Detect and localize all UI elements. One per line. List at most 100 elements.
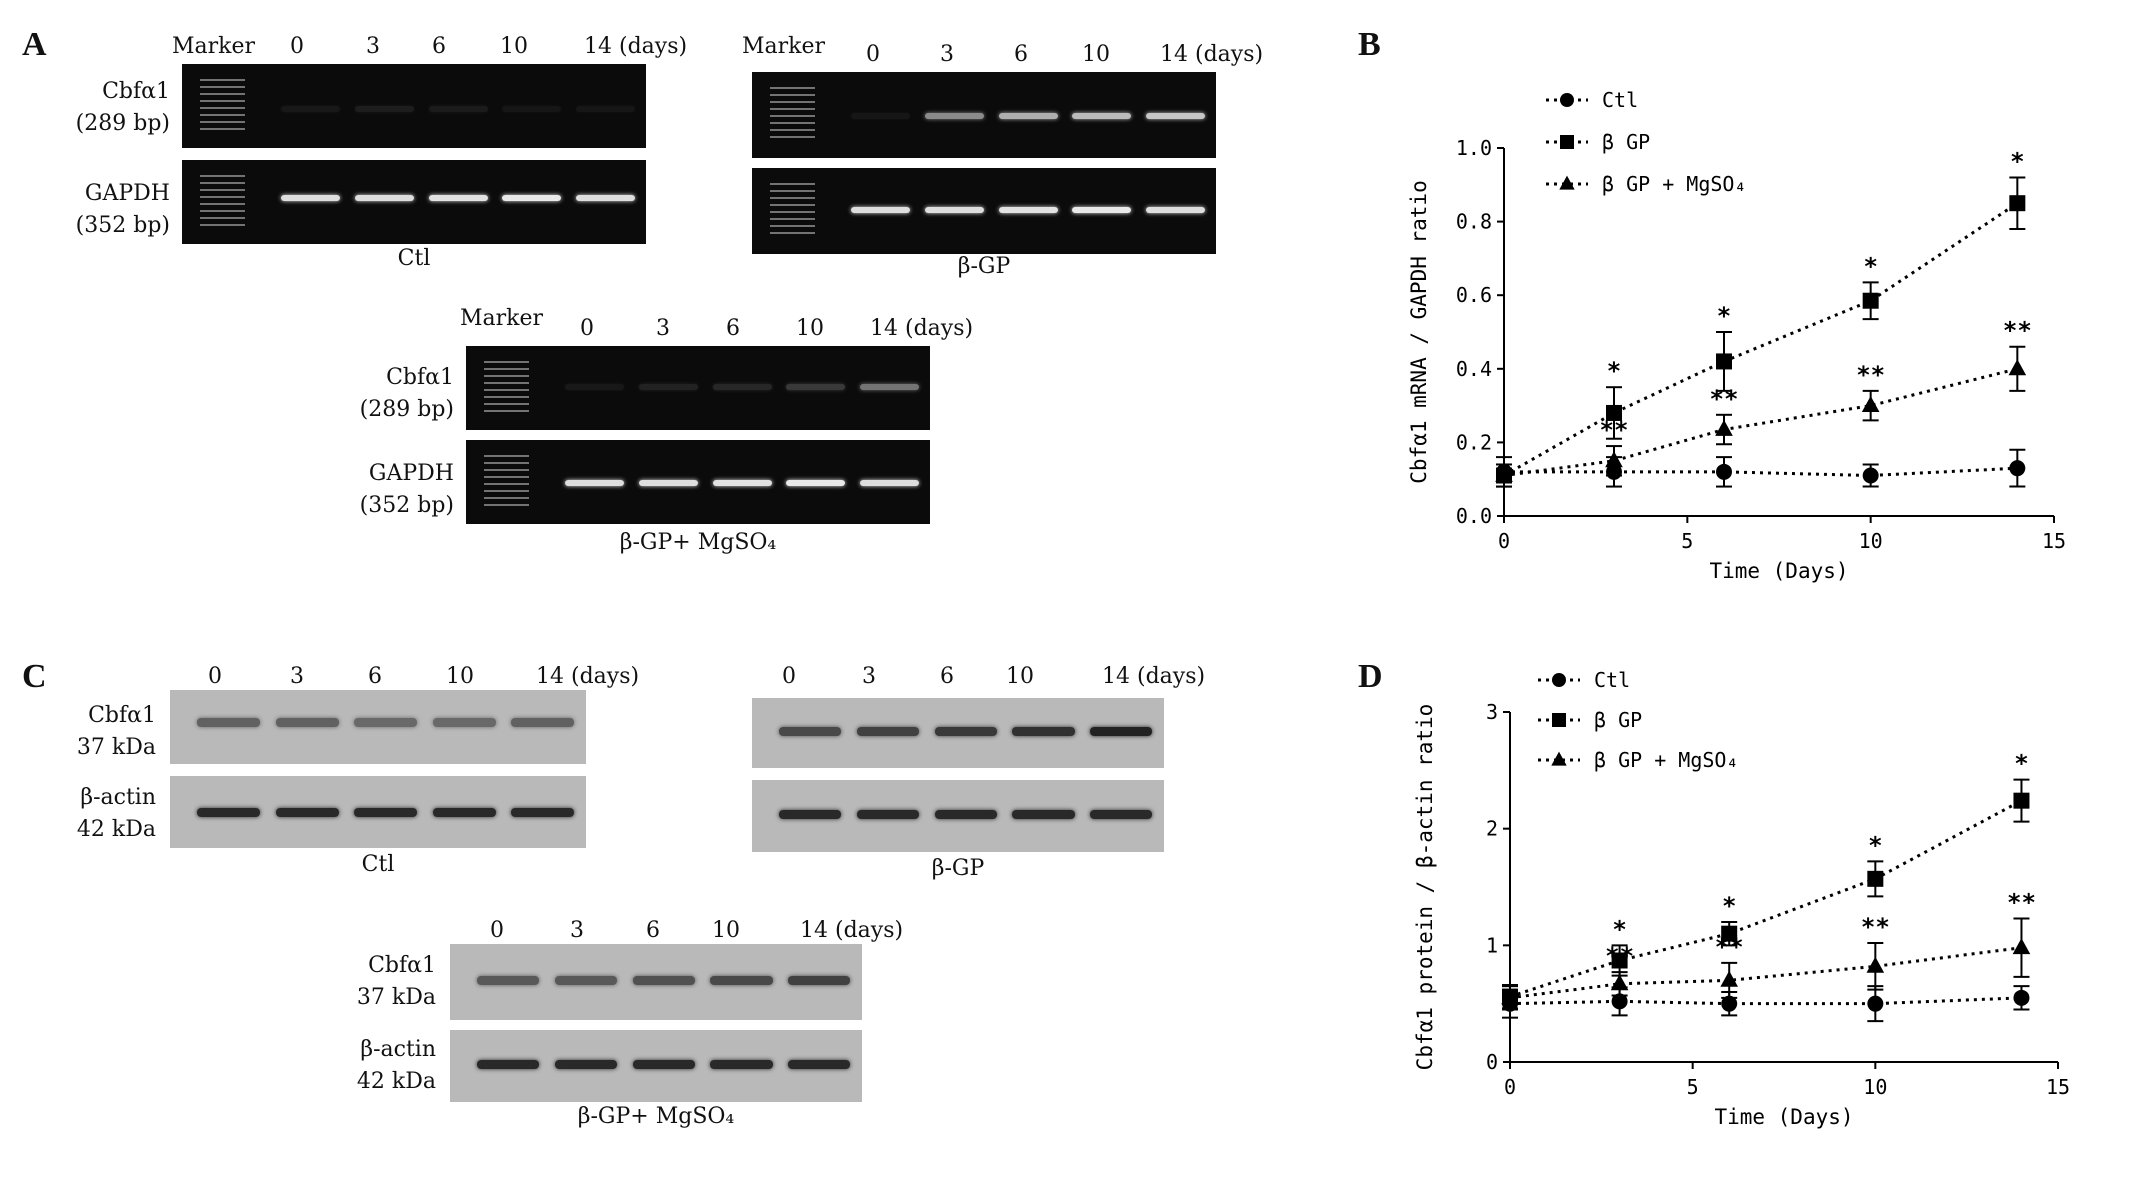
lane-label: 0 (290, 34, 304, 59)
band (1072, 113, 1132, 120)
band (355, 106, 414, 112)
data-point-triangle (2008, 359, 2027, 376)
significance-label: ** (1710, 385, 1739, 413)
y-tick-label: 2 (1486, 817, 1498, 841)
band (1146, 206, 1205, 213)
x-tick-label: 15 (2042, 529, 2066, 553)
band (428, 195, 488, 202)
band (477, 1060, 540, 1070)
series-line (1503, 201, 2019, 477)
x-axis-label: Time (Days) (1709, 559, 1848, 583)
band (502, 195, 562, 202)
legend-label: β GP + MgSO₄ (1594, 748, 1739, 772)
data-point-circle (1867, 995, 1884, 1012)
significance-label: ** (2007, 889, 2036, 917)
band (281, 195, 341, 202)
lane-label: 14 (days) (1160, 42, 1264, 67)
data-point-square (1560, 135, 1574, 149)
data-point-triangle (1866, 956, 1885, 973)
panel-letter-d: D (1358, 658, 1383, 695)
significance-label: ** (1605, 942, 1634, 970)
chart-d: 0 5 10 15 0 1 2 3 Time (Days) Cbfα1 protein / β-a… (1413, 668, 2070, 1129)
lane-label: 6 (940, 664, 954, 689)
y-tick-label: 0.6 (1456, 283, 1492, 307)
lane-label: 0 (866, 42, 880, 67)
gel-caption-ctl: Ctl (397, 246, 431, 271)
data-point-circle (2013, 989, 2030, 1006)
band (354, 718, 418, 728)
actin-kda-label: β-actin 42 kDa (356, 1037, 436, 1094)
gapdh-label: GAPDH (352 bp) (75, 181, 170, 238)
blot-image-ctl-cbfa1 (170, 690, 586, 764)
data-point-triangle (1715, 419, 1733, 436)
data-point-triangle (1501, 988, 1519, 1005)
series-line (1504, 466, 2018, 478)
significance-label: * (1717, 302, 1731, 330)
significance-label: ** (2003, 317, 2032, 345)
data-point-square (1862, 292, 1879, 309)
data-point-triangle (1861, 396, 1880, 412)
band (432, 718, 496, 728)
lane-label: 0 (490, 918, 504, 943)
significance-label: * (1722, 892, 1736, 920)
blot-caption-bgp: β-GP (931, 856, 985, 881)
band (275, 718, 339, 728)
gel-caption-bgp: β-GP (957, 254, 1011, 279)
band (710, 975, 773, 985)
band (632, 1060, 695, 1070)
lane-label: 3 (656, 316, 670, 341)
blot-image-bgp-actin (752, 780, 1164, 852)
cbfa1-kda-label: Cbfα1 37 kDa (356, 953, 436, 1010)
gel-image-ctl-cbfa1 (182, 64, 646, 148)
y-tick-label: 0.0 (1456, 504, 1492, 528)
legend-label: β GP (1602, 130, 1650, 154)
series-line (1509, 996, 2022, 1006)
band (788, 1060, 851, 1070)
y-tick-label: 0.8 (1456, 210, 1492, 234)
data-point-square (1606, 404, 1622, 421)
band (779, 727, 842, 737)
significance-label: * (1868, 831, 1882, 859)
band (925, 206, 984, 213)
y-tick-label: 0.4 (1456, 357, 1492, 381)
panel-letter-a: A (22, 26, 47, 63)
marker-lane (200, 175, 245, 230)
data-point-triangle (1559, 175, 1575, 190)
cbfa1-label: Cbfα1 (289 bp) (359, 365, 454, 422)
x-tick-label: 5 (1687, 1075, 1699, 1099)
band (477, 975, 540, 985)
marker-label: Marker (172, 34, 256, 59)
band (712, 383, 772, 390)
y-tick-label: 1 (1486, 933, 1498, 957)
band (998, 206, 1058, 213)
band (786, 480, 846, 487)
data-point-circle (1611, 993, 1628, 1010)
data-point-triangle (2012, 938, 2031, 955)
lane-label: 10 (446, 664, 474, 689)
x-tick-label: 5 (1681, 529, 1693, 553)
band (934, 810, 997, 820)
significance-label: ** (1861, 913, 1890, 941)
lane-label: 3 (862, 664, 876, 689)
significance-label: ** (1600, 416, 1629, 444)
band (998, 113, 1058, 120)
data-point-triangle (1605, 451, 1623, 468)
band (428, 106, 488, 112)
significance-label: * (2010, 147, 2024, 175)
data-point-square (1716, 353, 1732, 370)
legend-label: β GP + MgSO₄ (1602, 172, 1747, 196)
chart-b: 0 5 10 15 0.0 0.2 0.4 0.6 0.8 1.0 Time (Days) Cbfα1… (1407, 88, 2066, 583)
marker-lane (770, 183, 815, 240)
lane-label: 14 (days) (584, 34, 688, 59)
data-point-circle (1716, 463, 1732, 480)
band (851, 206, 911, 213)
x-tick-label: 10 (1863, 1075, 1887, 1099)
legend-label: Ctl (1594, 668, 1630, 692)
gel-caption-mg: β-GP+ MgSO₄ (619, 530, 777, 555)
blot-caption-mg: β-GP+ MgSO₄ (577, 1104, 735, 1129)
band (576, 195, 635, 202)
band (565, 383, 625, 390)
band (779, 810, 842, 820)
marker-label: Marker (460, 306, 544, 331)
band (355, 195, 414, 202)
